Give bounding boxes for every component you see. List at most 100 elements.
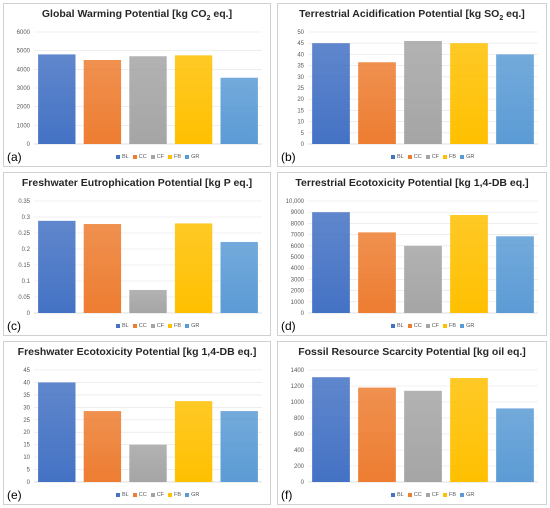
legend-item: GR bbox=[460, 323, 474, 329]
legend-item: FB bbox=[168, 323, 181, 329]
bar-chart-svg: 0 5 10 15 20 25 30 35 40 45 bbox=[23, 368, 262, 486]
legend-swatch bbox=[132, 324, 137, 328]
y-tick-label: 0 bbox=[27, 480, 31, 486]
bar-fb bbox=[450, 215, 488, 313]
bar-chart-svg: 0 1000 2000 3000 4000 5000 6000 7000 8000 9000 10,… bbox=[286, 199, 538, 317]
y-tick-label: 1000 bbox=[291, 300, 305, 306]
legend-label: FB bbox=[174, 323, 182, 329]
y-tick-label: 600 bbox=[294, 432, 305, 438]
bar-cf bbox=[129, 289, 167, 313]
y-tick-label: 8000 bbox=[291, 221, 305, 227]
y-tick-label: 4000 bbox=[17, 67, 31, 73]
legend-item: BL bbox=[391, 154, 404, 160]
title-subscript: 2 bbox=[206, 15, 211, 23]
y-tick-label: 15 bbox=[23, 443, 30, 449]
bar-fb bbox=[174, 55, 213, 145]
legend-swatch bbox=[407, 324, 412, 328]
y-tick-label: 7000 bbox=[291, 233, 305, 239]
legend-swatch bbox=[391, 155, 395, 159]
title-text: Freshwater Ecotoxicity Potential [kg 1,4… bbox=[17, 346, 257, 358]
legend-label: GR bbox=[466, 323, 475, 329]
legend-item: GR bbox=[185, 492, 199, 498]
panel-letter: (c) bbox=[7, 319, 21, 333]
legend-label: FB bbox=[449, 492, 457, 498]
legend-item: CF bbox=[150, 492, 164, 498]
y-tick-label: 6000 bbox=[17, 30, 31, 36]
bar-chart-svg: 0 5 10 15 20 25 30 35 40 45 50 bbox=[297, 30, 538, 148]
legend-swatch bbox=[185, 155, 190, 159]
legend-item: GR bbox=[185, 323, 199, 329]
chart-legend: BL CC CF FB GR bbox=[116, 492, 199, 498]
legend-swatch bbox=[150, 155, 155, 159]
legend-item: CC bbox=[407, 323, 422, 329]
y-tick-label: 1200 bbox=[291, 384, 305, 390]
legend-swatch bbox=[443, 324, 448, 328]
legend-item: CF bbox=[150, 154, 164, 160]
legend-item: CF bbox=[150, 323, 165, 329]
legend-item: FB bbox=[443, 154, 456, 160]
legend-item: CF bbox=[425, 154, 440, 160]
legend-item: BL bbox=[391, 492, 404, 498]
bar-gr bbox=[496, 236, 534, 313]
legend-swatch bbox=[460, 493, 465, 497]
legend-swatch bbox=[150, 324, 155, 328]
legend-item: BL bbox=[116, 323, 129, 329]
legend-item: BL bbox=[116, 154, 129, 160]
legend-swatch bbox=[116, 324, 120, 328]
legend-label: CC bbox=[138, 154, 147, 160]
title-text: Freshwater Eutrophication Potential [kg … bbox=[21, 177, 253, 189]
legend-item: BL bbox=[116, 492, 129, 498]
legend-item: FB bbox=[168, 492, 181, 498]
chart-legend: BL CC CF FB GR bbox=[116, 154, 199, 160]
chart-panel: Freshwater Eutrophication Potential [kg … bbox=[3, 172, 271, 336]
legend-label: CC bbox=[138, 323, 147, 329]
legend-label: GR bbox=[191, 323, 200, 329]
y-tick-label: 6000 bbox=[291, 244, 305, 250]
y-tick-label: 45 bbox=[23, 368, 30, 374]
y-tick-label: 0 bbox=[301, 142, 305, 148]
bar-gr bbox=[220, 77, 258, 144]
legend-label: BL bbox=[122, 492, 129, 498]
y-tick-label: 0.25 bbox=[18, 231, 30, 237]
y-tick-label: 45 bbox=[297, 41, 304, 47]
y-tick-label: 5 bbox=[27, 468, 31, 474]
bar-cc bbox=[83, 60, 122, 144]
bar-cf bbox=[404, 390, 442, 482]
panel-letter: (f) bbox=[281, 488, 293, 502]
panel-letter: (e) bbox=[7, 488, 22, 502]
legend-label: GR bbox=[466, 154, 475, 160]
bar-chart-svg: 0 200 400 600 800 1000 1200 1400 bbox=[291, 368, 538, 486]
chart-title: Freshwater Ecotoxicity Potential [kg 1,4… bbox=[4, 346, 270, 358]
legend-swatch bbox=[391, 324, 395, 328]
bar-chart-svg: 0 0.05 0.1 0.15 0.2 0.25 0.3 0.35 bbox=[18, 199, 262, 317]
y-tick-label: 20 bbox=[23, 430, 30, 436]
bar-cf bbox=[129, 444, 167, 482]
legend-label: CF bbox=[156, 323, 165, 329]
legend-swatch bbox=[116, 155, 120, 159]
y-tick-label: 9000 bbox=[291, 210, 305, 216]
bar-bl bbox=[312, 212, 350, 313]
y-tick-label: 1400 bbox=[291, 368, 305, 374]
y-tick-label: 10 bbox=[23, 455, 30, 461]
bar-gr bbox=[220, 241, 258, 313]
bar-cc bbox=[358, 387, 396, 482]
chart-panel: Global Warming Potential [kg CO2 eq.] 0 10… bbox=[3, 3, 271, 167]
bar-gr bbox=[220, 411, 258, 482]
chart-panel: Terrestrial Ecotoxicity Potential [kg 1,… bbox=[277, 172, 547, 336]
y-tick-label: 2000 bbox=[17, 105, 31, 111]
legend-swatch bbox=[460, 155, 465, 159]
y-tick-label: 40 bbox=[23, 380, 30, 386]
legend-label: CC bbox=[413, 323, 422, 329]
legend-label: FB bbox=[449, 154, 457, 160]
panel-letter: (b) bbox=[281, 150, 296, 164]
panel-letter: (a) bbox=[7, 150, 22, 164]
chart-panel: Terrestrial Acidification Potential [kg … bbox=[277, 3, 547, 167]
legend-item: CC bbox=[132, 323, 147, 329]
y-tick-label: 25 bbox=[297, 86, 304, 92]
legend-label: BL bbox=[122, 323, 129, 329]
y-tick-label: 5000 bbox=[291, 255, 305, 261]
legend-label: CC bbox=[413, 154, 422, 160]
legend-label: BL bbox=[397, 492, 404, 498]
legend-label: CF bbox=[431, 492, 440, 498]
legend-label: CF bbox=[431, 154, 440, 160]
